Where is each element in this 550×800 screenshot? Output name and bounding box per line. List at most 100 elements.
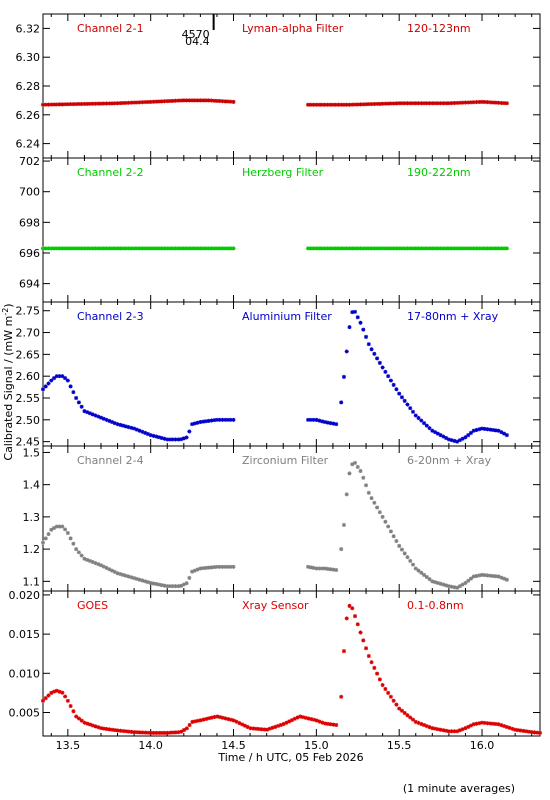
data-point xyxy=(314,417,319,422)
data-point xyxy=(336,246,341,251)
data-point xyxy=(71,709,76,714)
y-tick-label: 1.1 xyxy=(23,575,41,588)
data-point xyxy=(76,716,81,721)
data-point xyxy=(325,246,330,251)
data-point xyxy=(466,724,471,729)
data-point xyxy=(457,438,462,443)
data-point xyxy=(460,727,465,732)
data-point xyxy=(504,246,509,251)
data-point xyxy=(176,584,181,589)
band-label: 17-80nm + Xray xyxy=(407,310,499,323)
data-point xyxy=(422,723,427,728)
data-point xyxy=(320,566,325,571)
data-point xyxy=(350,310,355,315)
data-point xyxy=(499,723,504,728)
data-point xyxy=(477,427,482,432)
data-point xyxy=(355,464,360,469)
data-point xyxy=(217,417,222,422)
data-point xyxy=(148,433,153,438)
data-point xyxy=(179,246,184,251)
data-point xyxy=(87,411,92,416)
data-point xyxy=(308,246,313,251)
data-point xyxy=(372,351,377,356)
data-point xyxy=(468,100,473,105)
data-point xyxy=(441,728,446,733)
y-tick-label: 694 xyxy=(19,278,40,291)
data-point xyxy=(515,728,520,733)
data-point xyxy=(123,573,128,578)
data-point xyxy=(482,100,487,104)
data-point xyxy=(85,410,90,415)
data-point xyxy=(413,413,418,418)
data-point xyxy=(391,101,396,106)
data-point xyxy=(314,246,319,251)
data-point xyxy=(433,726,438,731)
data-point xyxy=(137,100,142,105)
data-point xyxy=(322,420,327,425)
data-point xyxy=(317,418,322,423)
panel-3: 2.45 2.50 2.55 2.60 2.65 2.70 2.75 Channel 2-3 A… xyxy=(16,301,541,449)
data-point xyxy=(308,565,313,570)
data-point xyxy=(63,376,68,381)
data-point xyxy=(391,382,396,387)
data-point xyxy=(145,580,150,585)
data-point xyxy=(96,101,101,106)
data-point xyxy=(132,100,137,105)
data-point xyxy=(46,532,51,537)
data-point xyxy=(57,524,62,529)
data-point xyxy=(198,98,203,103)
data-point xyxy=(179,729,184,734)
data-point xyxy=(446,729,451,734)
data-point xyxy=(63,694,68,699)
data-point xyxy=(493,574,498,579)
data-point xyxy=(402,101,407,106)
data-point xyxy=(54,246,59,251)
data-point xyxy=(209,565,214,570)
data-point xyxy=(433,430,438,435)
data-point xyxy=(57,689,62,694)
data-point xyxy=(402,246,407,251)
data-point xyxy=(435,431,440,436)
data-point xyxy=(394,246,399,251)
data-point xyxy=(132,730,137,735)
channel-label: Channel 2-3 xyxy=(77,310,144,323)
data-point xyxy=(504,101,509,106)
y-tick-label: 6.32 xyxy=(16,22,41,35)
data-point xyxy=(265,727,270,732)
data-point xyxy=(74,547,79,552)
data-point xyxy=(413,246,418,251)
data-point xyxy=(281,722,286,727)
data-point xyxy=(355,102,360,107)
data-point xyxy=(173,246,178,251)
data-point xyxy=(317,566,322,571)
data-point xyxy=(85,557,90,562)
data-point xyxy=(410,409,415,414)
panel-2: 694 696 698 700 702 Channel 2-2 Herzberg Filte… xyxy=(19,155,541,303)
data-point xyxy=(140,429,145,434)
data-point xyxy=(96,246,101,251)
data-point xyxy=(526,729,531,734)
data-point xyxy=(135,730,140,735)
data-point xyxy=(198,566,203,571)
data-point xyxy=(52,689,57,694)
data-point xyxy=(438,581,443,586)
data-point xyxy=(98,246,103,251)
data-point xyxy=(220,715,225,720)
data-point xyxy=(190,719,195,724)
data-point xyxy=(193,719,198,724)
data-point xyxy=(314,102,319,107)
data-point xyxy=(93,413,98,418)
data-point xyxy=(126,425,131,430)
data-point xyxy=(228,417,233,422)
data-point xyxy=(323,721,328,726)
data-point xyxy=(98,415,103,420)
data-point xyxy=(181,436,186,441)
data-point xyxy=(126,246,131,251)
data-point xyxy=(43,102,48,107)
data-point xyxy=(419,101,424,106)
data-point xyxy=(71,246,76,251)
data-point xyxy=(463,726,468,731)
data-point xyxy=(176,437,181,442)
data-point xyxy=(192,421,197,426)
data-point xyxy=(145,432,150,436)
